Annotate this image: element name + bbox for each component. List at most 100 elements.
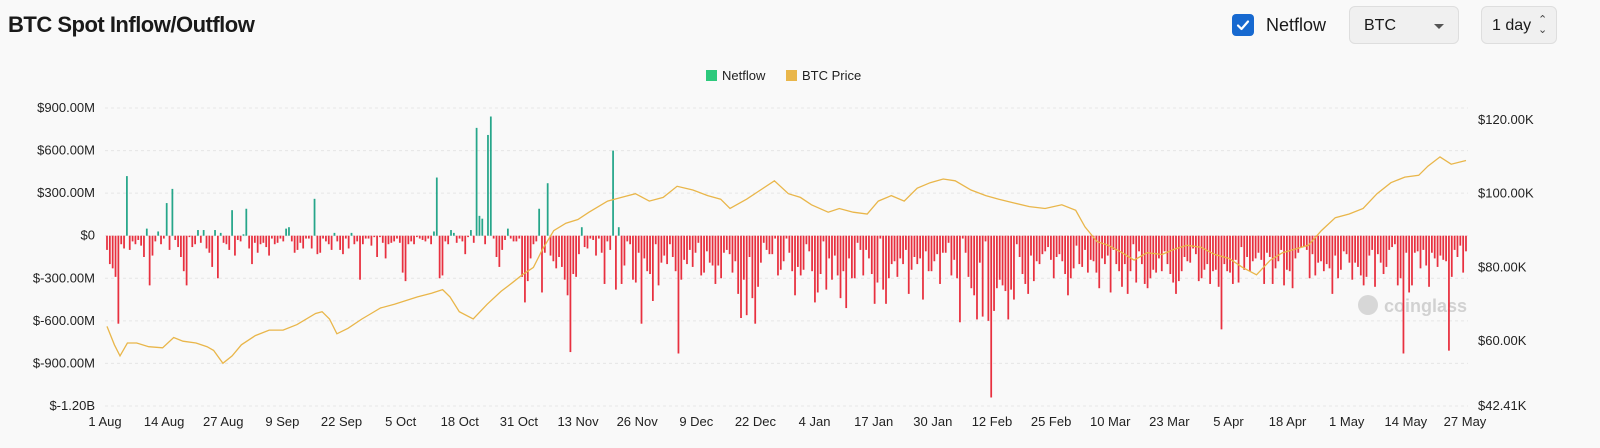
netflow-bar	[322, 235, 324, 239]
netflow-bar	[899, 235, 902, 259]
netflow-bar	[933, 235, 936, 262]
netflow-bar	[1237, 235, 1240, 283]
netflow-bar	[418, 235, 421, 239]
netflow-bar	[1047, 235, 1049, 248]
netflow-bar	[296, 235, 299, 250]
netflow-bar	[1439, 235, 1442, 256]
netflow-bar	[649, 235, 651, 275]
netflow-bar	[1007, 235, 1010, 320]
netflow-bar	[1450, 235, 1453, 277]
netflow-bar	[1123, 235, 1126, 265]
netflow-bar	[194, 235, 197, 245]
netflow-bar	[535, 235, 538, 242]
netflow-bar	[1254, 235, 1257, 259]
netflow-bar	[140, 235, 142, 246]
netflow-bar	[1394, 235, 1396, 245]
netflow-bar	[552, 235, 555, 262]
interval-select[interactable]: 1 day ⌃ ⌄	[1481, 6, 1557, 44]
netflow-bar	[563, 235, 566, 280]
netflow-bar	[367, 235, 370, 239]
netflow-bar	[464, 235, 467, 255]
netflow-bar	[191, 235, 194, 248]
netflow-bar	[774, 235, 777, 239]
netflow-bar	[1368, 235, 1371, 256]
netflow-bar	[683, 235, 686, 260]
netflow-bar	[1263, 235, 1266, 284]
netflow-bar	[1214, 235, 1217, 270]
netflow-bar	[438, 235, 441, 279]
netflow-bar	[825, 235, 828, 290]
netflow-bar	[1044, 235, 1047, 252]
netflow-bar	[916, 235, 919, 265]
netflow-bar	[1112, 235, 1115, 250]
x-tick-label: 30 Jan	[913, 414, 952, 429]
netflow-bar	[1257, 235, 1260, 253]
netflow-bar	[768, 235, 771, 255]
netflow-bar	[171, 188, 174, 236]
legend-swatch	[706, 70, 717, 81]
netflow-bar	[1226, 235, 1229, 272]
netflow-bar	[507, 228, 509, 236]
netflow-bar	[842, 235, 845, 272]
y-right-tick-label: $100.00K	[1478, 186, 1534, 201]
netflow-bar	[1166, 235, 1169, 265]
netflow-bar	[313, 198, 316, 236]
netflow-bar	[788, 235, 791, 253]
netflow-bar	[282, 235, 285, 242]
netflow-bar	[924, 235, 927, 252]
netflow-bar	[359, 235, 361, 280]
netflow-bar	[1320, 235, 1322, 262]
netflow-bar	[430, 235, 432, 245]
netflow-bar	[524, 235, 526, 303]
netflow-bar	[1465, 235, 1467, 252]
netflow-bar	[327, 235, 330, 245]
y-left-tick-label: $-300.00M	[33, 270, 95, 285]
netflow-bar	[1251, 235, 1254, 262]
netflow-checkbox[interactable]	[1232, 14, 1254, 36]
netflow-bar	[114, 235, 117, 277]
netflow-bar	[936, 235, 939, 255]
coinglass-logo-icon	[1358, 295, 1378, 315]
netflow-bar	[157, 231, 160, 236]
netflow-bar	[347, 235, 350, 249]
netflow-bar	[589, 235, 592, 239]
netflow-bar	[1405, 235, 1408, 253]
netflow-bar	[404, 235, 407, 282]
legend-swatch	[786, 70, 797, 81]
netflow-bar	[907, 235, 910, 294]
y-left-tick-label: $900.00M	[37, 100, 95, 115]
chevron-down-icon	[1434, 24, 1444, 29]
netflow-bar	[199, 235, 202, 243]
netflow-bar	[234, 235, 236, 256]
coin-select[interactable]: BTC	[1349, 6, 1459, 44]
netflow-bar	[143, 235, 145, 257]
x-tick-label: 12 Feb	[972, 414, 1012, 429]
netflow-bar	[566, 235, 569, 296]
netflow-bar	[626, 235, 629, 242]
netflow-bar	[1075, 235, 1078, 246]
netflow-bar	[1055, 235, 1058, 257]
netflow-bar	[742, 235, 745, 280]
netflow-bar	[108, 235, 111, 265]
netflow-bar	[839, 235, 842, 299]
netflow-bar	[1294, 235, 1297, 259]
netflow-bar	[853, 235, 856, 279]
netflow-bar	[373, 235, 376, 238]
netflow-bar	[1038, 235, 1041, 265]
netflow-bar	[1388, 235, 1391, 250]
netflow-bar	[615, 235, 617, 290]
btc-price-line	[106, 156, 1467, 365]
netflow-bar	[1379, 235, 1382, 263]
netflow-bar	[526, 235, 529, 282]
netflow-bar	[976, 235, 978, 320]
netflow-bar	[583, 235, 586, 248]
netflow-bar	[1246, 235, 1248, 257]
netflow-bar	[1163, 235, 1166, 252]
netflow-bar	[518, 235, 521, 239]
netflow-bar	[859, 235, 862, 250]
netflow-bar	[185, 235, 188, 286]
netflow-checkbox-label[interactable]: Netflow	[1266, 15, 1327, 35]
netflow-bar	[376, 235, 378, 257]
netflow-bar	[623, 235, 626, 266]
netflow-bar	[1283, 235, 1285, 286]
